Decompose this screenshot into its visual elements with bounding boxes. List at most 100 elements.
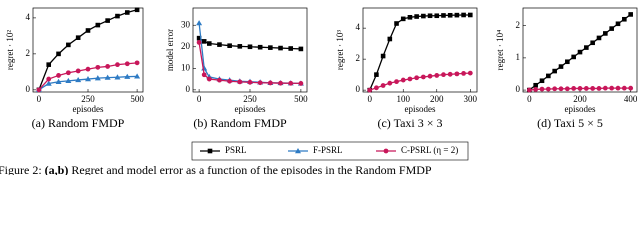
marker — [596, 86, 602, 91]
marker — [45, 80, 52, 86]
y-tick-label: 2 — [26, 48, 31, 58]
marker — [571, 54, 576, 60]
marker — [609, 85, 615, 91]
marker — [201, 65, 208, 71]
marker — [268, 45, 273, 50]
marker — [407, 14, 413, 20]
x-tick-label: 0 — [37, 94, 42, 104]
marker — [206, 41, 212, 46]
x-axis-label: episodes — [235, 104, 266, 114]
x-tick-label: 200 — [573, 94, 587, 104]
y-axis-label: regret · 10² — [5, 30, 15, 70]
marker — [295, 148, 301, 154]
marker — [622, 16, 627, 22]
marker — [394, 79, 399, 85]
marker — [558, 64, 564, 69]
legend: PSRL F-PSRL C-PSRL (η = 2) — [200, 145, 458, 155]
x-tick-label: 250 — [243, 94, 257, 104]
y-tick-label: 4 — [26, 12, 31, 22]
marker — [461, 12, 466, 18]
marker — [584, 45, 589, 50]
marker — [65, 77, 72, 84]
marker — [85, 28, 91, 33]
marker — [217, 42, 222, 47]
marker — [441, 13, 446, 18]
marker — [257, 44, 263, 50]
x-tick-label: 400 — [624, 94, 638, 104]
marker — [400, 77, 406, 83]
marker — [380, 53, 386, 59]
marker — [115, 13, 120, 19]
marker — [420, 74, 426, 80]
marker — [454, 71, 460, 77]
marker — [609, 26, 614, 31]
subcaption: (b) Random FMDP — [193, 116, 287, 130]
x-tick-label: 300 — [464, 94, 478, 104]
y-tick-label: 2 — [516, 20, 521, 30]
marker — [546, 73, 551, 79]
y-tick-label: 0 — [186, 84, 191, 94]
marker — [237, 79, 243, 85]
caption-text: Regret and model error as a function of … — [71, 163, 432, 175]
marker — [461, 71, 466, 76]
marker — [421, 13, 426, 19]
marker — [441, 72, 446, 78]
marker — [227, 78, 233, 84]
marker — [552, 68, 557, 74]
marker — [552, 86, 558, 92]
subcaption: (d) Taxi 5 × 5 — [537, 116, 603, 130]
x-tick-label: 500 — [294, 94, 308, 104]
marker — [602, 85, 608, 91]
marker — [75, 68, 81, 74]
legend-label: PSRL — [225, 145, 247, 155]
marker — [427, 73, 433, 79]
marker — [603, 31, 608, 36]
marker — [583, 86, 589, 91]
marker — [394, 21, 399, 26]
marker — [201, 39, 207, 44]
marker — [56, 73, 61, 78]
x-tick-label: 250 — [81, 94, 95, 104]
y-axis-label: regret · 10⁴ — [495, 30, 505, 71]
subcaption: (a) Random FMDP — [32, 116, 125, 130]
marker — [545, 86, 551, 92]
marker — [615, 85, 621, 91]
marker — [247, 44, 253, 50]
marker — [94, 75, 101, 81]
marker — [615, 21, 621, 27]
marker — [75, 76, 82, 83]
y-tick-label: 30 — [181, 19, 191, 29]
marker — [414, 14, 419, 19]
marker — [267, 80, 273, 86]
x-tick-label: 500 — [130, 94, 144, 104]
marker — [95, 22, 101, 28]
marker — [298, 80, 304, 86]
marker — [558, 86, 564, 92]
series-line — [369, 72, 471, 91]
x-tick-label: 0 — [527, 94, 532, 104]
legend-label: F-PSRL — [313, 145, 343, 155]
marker — [134, 60, 140, 66]
marker — [467, 12, 473, 18]
marker — [46, 76, 52, 82]
legend-label: C-PSRL (η = 2) — [401, 145, 458, 155]
caption-label: Figure 2: — [0, 163, 42, 175]
marker — [539, 78, 545, 84]
y-tick-label: 1 — [516, 52, 521, 62]
marker — [374, 85, 379, 91]
marker — [565, 59, 570, 65]
marker — [387, 80, 393, 86]
marker — [65, 70, 71, 76]
marker — [206, 76, 212, 82]
marker — [380, 83, 386, 88]
marker — [621, 85, 627, 91]
marker — [196, 40, 202, 45]
marker — [383, 148, 389, 154]
marker — [298, 46, 304, 52]
marker — [278, 45, 283, 51]
marker — [387, 36, 393, 42]
series-line — [198, 23, 301, 85]
marker — [115, 62, 120, 68]
marker — [539, 86, 545, 92]
subcaption: (c) Taxi 3 × 3 — [377, 116, 442, 130]
